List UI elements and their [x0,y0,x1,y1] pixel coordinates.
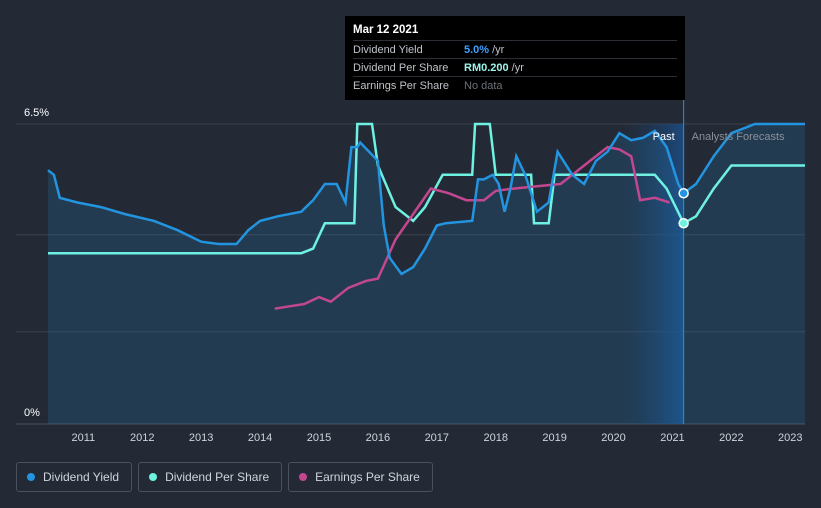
x-tick-label: 2020 [601,432,625,444]
y-tick-label-min: 0% [24,407,40,419]
tooltip-value: No data [464,79,503,92]
y-tick-label-max: 6.5% [24,107,49,119]
x-tick-label: 2015 [307,432,331,444]
x-tick-label: 2012 [130,432,154,444]
legend-dot-icon [299,473,308,481]
tooltip-row-earnings-per-share: Earnings Per Share No data [353,76,677,94]
legend-item-dividend-yield[interactable]: Dividend Yield [16,462,133,492]
forecast-region-label: Analysts Forecasts [692,131,785,143]
tooltip-label: Dividend Yield [353,43,423,56]
tooltip-value: 5.0% [464,43,490,56]
tooltip-unit: /yr [492,43,505,56]
tooltip-value: RM0.200 [464,61,509,74]
chart-legend: Dividend Yield Dividend Per Share Earnin… [16,462,433,492]
x-tick-label: 2016 [366,432,390,444]
legend-label: Dividend Yield [43,470,120,484]
dividend-yield-line [47,122,805,276]
dividend-yield-area [48,124,805,424]
tooltip-label: Earnings Per Share [353,79,449,92]
x-tick-label: 2013 [189,432,213,444]
legend-dot-icon [27,473,35,481]
x-tick-label: 2019 [542,432,566,444]
legend-item-earnings-per-share[interactable]: Earnings Per Share [288,462,433,492]
legend-dot-icon [149,473,158,481]
tooltip-row-dividend-per-share: Dividend Per Share RM0.200 /yr [353,58,677,76]
dividend-per-share-line [48,122,805,255]
hover-tooltip: Mar 12 2021 Dividend Yield 5.0% /yr Divi… [345,16,685,100]
tooltip-label: Dividend Per Share [353,61,449,74]
x-tick-label: 2021 [660,432,684,444]
x-tick-label: 2018 [483,432,507,444]
x-tick-label: 2023 [778,432,802,444]
past-region-label: Past [653,131,675,143]
x-tick-label: 2014 [248,432,272,444]
tooltip-unit: /yr [511,61,524,74]
tooltip-date: Mar 12 2021 [353,24,419,36]
series-marker [678,187,689,199]
tooltip-row-dividend-yield: Dividend Yield 5.0% /yr [353,40,677,58]
legend-label: Earnings Per Share [315,470,420,484]
x-tick-label: 2011 [72,432,96,444]
legend-item-dividend-per-share[interactable]: Dividend Per Share [138,462,283,492]
series-marker [678,217,689,229]
legend-label: Dividend Per Share [165,470,270,484]
x-tick-label: 2022 [719,432,743,444]
x-tick-label: 2017 [425,432,449,444]
